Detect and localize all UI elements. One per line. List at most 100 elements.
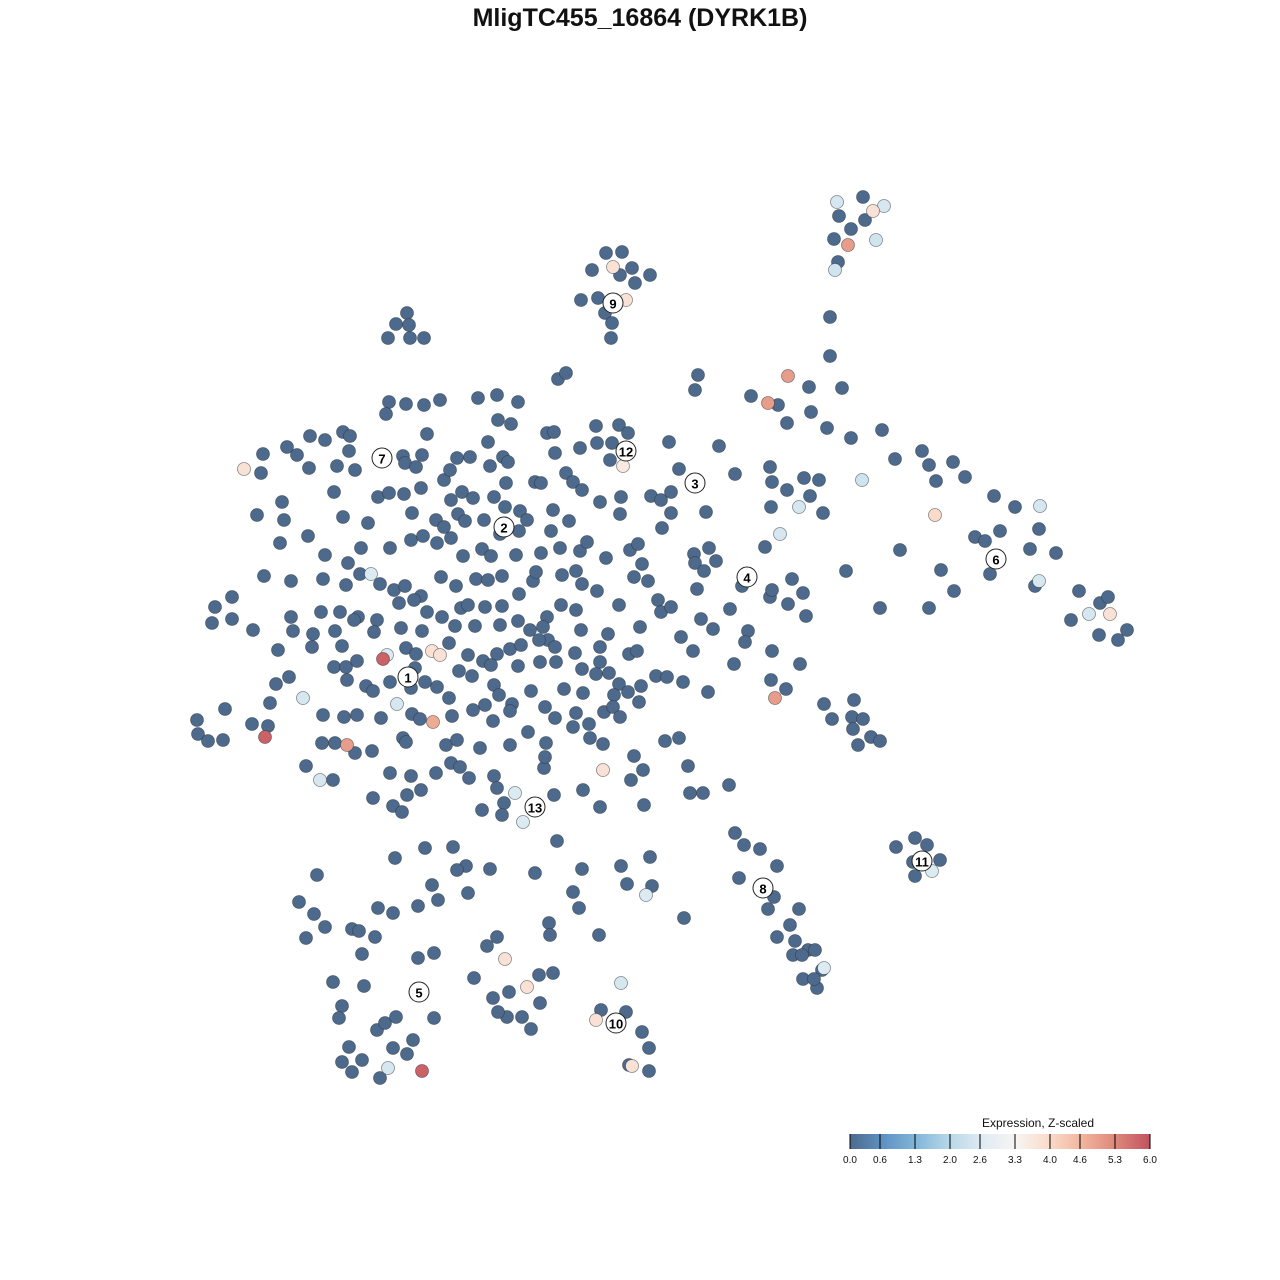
data-point [318,433,332,447]
data-point [492,688,506,702]
data-point [566,720,580,734]
data-point [559,366,573,380]
data-point [908,869,922,883]
data-point [550,834,564,848]
cluster-label-badge [985,548,1007,570]
data-point [589,667,603,681]
data-point [683,786,697,800]
data-point [328,624,342,638]
data-point [345,1065,359,1079]
data-point [263,696,277,710]
cluster-label-3: 3 [684,472,706,494]
cluster-label-text: 13 [528,801,542,816]
data-point [435,610,449,624]
data-point [825,712,839,726]
data-point [620,877,634,891]
cluster-label-badge [493,516,515,538]
data-point [477,513,491,527]
data-point [802,380,816,394]
data-point [662,435,676,449]
data-point [799,609,813,623]
cluster-label-badge [524,796,546,818]
cluster-label-badge [408,981,430,1003]
data-point [299,931,313,945]
data-point [394,621,408,635]
data-point [475,803,489,817]
data-point [599,246,613,260]
data-point [590,436,604,450]
data-point [516,815,530,829]
data-point [576,686,590,700]
data-point [856,190,870,204]
data-point [254,466,268,480]
cluster-label-text: 5 [415,986,422,1001]
data-point [593,640,607,654]
data-point [443,463,457,477]
data-point [614,859,628,873]
data-point [379,407,393,421]
colorbar-tick-label: 0.0 [843,1155,857,1166]
data-point [781,369,795,383]
data-point [664,506,678,520]
data-point [427,946,441,960]
data-point [467,971,481,985]
data-point [350,708,364,722]
data-point [400,306,414,320]
data-point [314,605,328,619]
colorbar-legend: Expression, Z-scaled 0.0 0.6 1.3 2.0 2.6 3.3 4… [843,1116,1157,1166]
data-point [547,425,561,439]
data-point [430,680,444,694]
data-point [728,467,742,481]
data-point [596,763,610,777]
data-point [728,826,742,840]
data-point [575,483,589,497]
data-point [368,930,382,944]
data-point [225,590,239,604]
data-point [520,513,534,527]
data-point [503,738,517,752]
data-point [688,556,702,570]
data-point [808,943,822,957]
data-point [758,540,772,554]
data-point [306,627,320,641]
data-point [318,548,332,562]
data-point [399,397,413,411]
data-point [487,769,501,783]
data-point [583,731,597,745]
data-point [524,1022,538,1036]
cluster-label-text: 6 [992,553,999,568]
data-point [201,734,215,748]
cluster-label-text: 10 [609,1017,623,1032]
data-point [792,902,806,916]
data-point [355,947,369,961]
data-point [690,582,704,596]
data-point [855,473,869,487]
data-point [533,655,547,669]
data-point [841,238,855,252]
data-point [376,652,390,666]
data-point [286,624,300,638]
colorbar-tick-label: 4.0 [1043,1155,1057,1166]
data-point [553,541,567,555]
data-point [908,831,922,845]
data-point [797,471,811,485]
data-point [1101,590,1115,604]
data-point [858,213,872,227]
data-point [672,731,686,745]
data-point [498,500,512,514]
data-point [310,868,324,882]
data-point [390,697,404,711]
colorbar-tick-label: 2.0 [943,1155,957,1166]
data-point [697,564,711,578]
cluster-label-text: 1 [404,671,411,686]
data-point [486,714,500,728]
data-point [844,222,858,236]
data-point [275,495,289,509]
data-point [893,543,907,557]
data-point [686,644,700,658]
cluster-label-5: 5 [408,981,430,1003]
data-point [328,736,342,750]
data-point [694,612,708,626]
data-point [357,979,371,993]
data-point [245,717,259,731]
